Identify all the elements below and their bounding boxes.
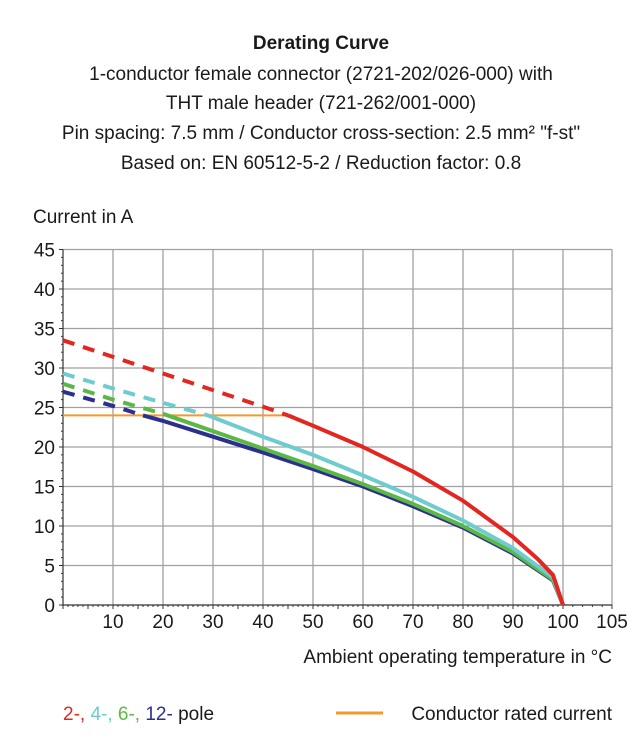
x-tick-label: 60 — [352, 612, 373, 633]
series-dashed-2 — [62, 338, 289, 418]
y-tick-label: 5 — [44, 557, 55, 578]
y-tick-label: 15 — [34, 478, 55, 499]
series-line-2 — [287, 413, 565, 606]
subtitle-line: 1-conductor female connector (2721-202/0… — [89, 64, 553, 85]
y-tick-label: 10 — [34, 517, 55, 538]
y-tick-label: 25 — [34, 399, 55, 420]
x-tick-label: 20 — [152, 612, 173, 633]
subtitle-line: THT male header (721-262/001-000) — [165, 93, 477, 114]
x-tick-label: 105 — [596, 612, 628, 633]
y-tick-label: 0 — [44, 596, 55, 617]
legend-pole-label: pole — [178, 704, 214, 725]
y-axis-label: Current in A — [33, 207, 134, 228]
y-tick-label: 35 — [34, 320, 55, 341]
legend-rated-label: Conductor rated current — [411, 704, 612, 725]
x-tick-label: 70 — [402, 612, 423, 633]
series-dashed-12 — [62, 389, 144, 418]
legend-entry: 12- — [145, 704, 178, 725]
series-line-6 — [162, 411, 565, 606]
y-tick-label: 20 — [34, 438, 55, 459]
subtitle-line: Based on: EN 60512-5-2 / Reduction facto… — [120, 153, 522, 174]
x-tick-label: 10 — [102, 612, 123, 633]
legend-entry: 6-, — [118, 704, 145, 725]
legend-poles: 2-, 4-, 6-, 12- pole — [63, 704, 214, 725]
x-tick-label: 40 — [252, 612, 273, 633]
series-line-4 — [207, 413, 565, 606]
x-tick-label: 30 — [202, 612, 223, 633]
x-tick-label: 50 — [302, 612, 323, 633]
legend-entry: 4-, — [90, 704, 117, 725]
series-dashed-4 — [62, 371, 209, 418]
y-tick-label: 30 — [34, 359, 55, 380]
x-axis-label: Ambient operating temperature in °C — [303, 647, 612, 668]
y-tick-label: 40 — [34, 280, 55, 301]
x-tick-label: 80 — [452, 612, 473, 633]
x-tick-label: 100 — [547, 612, 579, 633]
legend-entry: 2-, — [63, 704, 90, 725]
y-tick-label: 45 — [34, 241, 55, 262]
chart-title: Derating Curve — [252, 33, 390, 54]
subtitle-line: Pin spacing: 7.5 mm / Conductor cross-se… — [61, 123, 581, 144]
series-dashed-6 — [62, 381, 164, 416]
x-tick-label: 90 — [502, 612, 523, 633]
